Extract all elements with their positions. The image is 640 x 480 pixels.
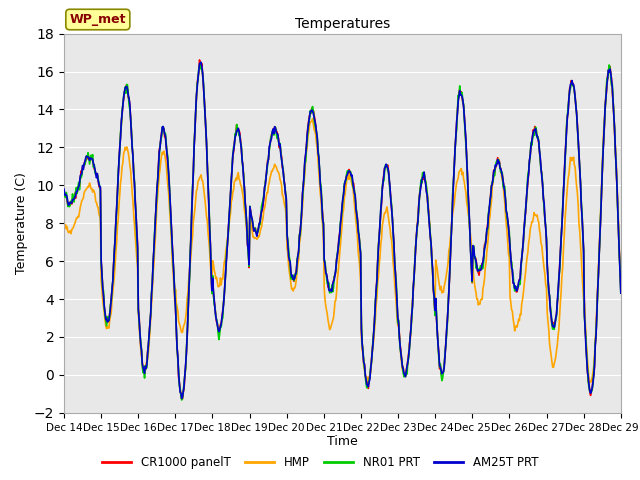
NR01 PRT xyxy=(411,258,419,264)
CR1000 panelT xyxy=(196,57,204,63)
Line: NR01 PRT: NR01 PRT xyxy=(64,65,621,400)
HMP xyxy=(410,275,418,280)
Legend: CR1000 panelT, HMP, NR01 PRT, AM25T PRT: CR1000 panelT, HMP, NR01 PRT, AM25T PRT xyxy=(97,452,543,474)
Title: Temperatures: Temperatures xyxy=(295,17,390,31)
Line: CR1000 panelT: CR1000 panelT xyxy=(64,60,621,399)
X-axis label: Time: Time xyxy=(327,435,358,448)
NR01 PRT xyxy=(617,289,625,295)
AM25T PRT xyxy=(412,248,419,254)
CR1000 panelT xyxy=(127,128,135,134)
NR01 PRT xyxy=(185,292,193,298)
NR01 PRT xyxy=(70,199,78,205)
HMP xyxy=(214,279,221,285)
AM25T PRT xyxy=(428,256,436,262)
AM25T PRT xyxy=(70,196,78,202)
NR01 PRT xyxy=(60,189,68,195)
HMP xyxy=(606,66,614,72)
HMP xyxy=(426,231,434,237)
Line: HMP: HMP xyxy=(64,69,621,382)
HMP xyxy=(587,379,595,385)
NR01 PRT xyxy=(178,397,186,403)
HMP xyxy=(127,179,135,184)
Text: WP_met: WP_met xyxy=(70,13,126,26)
AM25T PRT xyxy=(178,396,186,401)
CR1000 panelT xyxy=(185,293,193,299)
CR1000 panelT xyxy=(412,245,419,251)
AM25T PRT xyxy=(197,60,205,65)
HMP xyxy=(70,222,78,228)
HMP xyxy=(617,279,625,285)
CR1000 panelT xyxy=(428,254,436,260)
AM25T PRT xyxy=(185,292,193,298)
AM25T PRT xyxy=(617,290,625,296)
AM25T PRT xyxy=(127,127,135,132)
NR01 PRT xyxy=(127,127,135,132)
Line: AM25T PRT: AM25T PRT xyxy=(64,62,621,398)
CR1000 panelT xyxy=(617,287,625,292)
CR1000 panelT xyxy=(215,331,223,336)
AM25T PRT xyxy=(215,329,223,335)
HMP xyxy=(184,291,192,297)
CR1000 panelT xyxy=(179,396,186,402)
NR01 PRT xyxy=(214,330,222,336)
CR1000 panelT xyxy=(60,187,68,193)
AM25T PRT xyxy=(60,186,68,192)
Y-axis label: Temperature (C): Temperature (C) xyxy=(15,172,28,274)
NR01 PRT xyxy=(428,241,435,247)
HMP xyxy=(60,219,68,225)
NR01 PRT xyxy=(605,62,613,68)
CR1000 panelT xyxy=(70,198,78,204)
